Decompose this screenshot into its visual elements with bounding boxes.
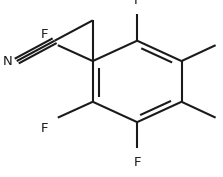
Text: F: F (133, 0, 141, 7)
Text: F: F (40, 122, 48, 135)
Text: N: N (3, 55, 13, 68)
Text: F: F (40, 28, 48, 41)
Text: F: F (133, 156, 141, 169)
